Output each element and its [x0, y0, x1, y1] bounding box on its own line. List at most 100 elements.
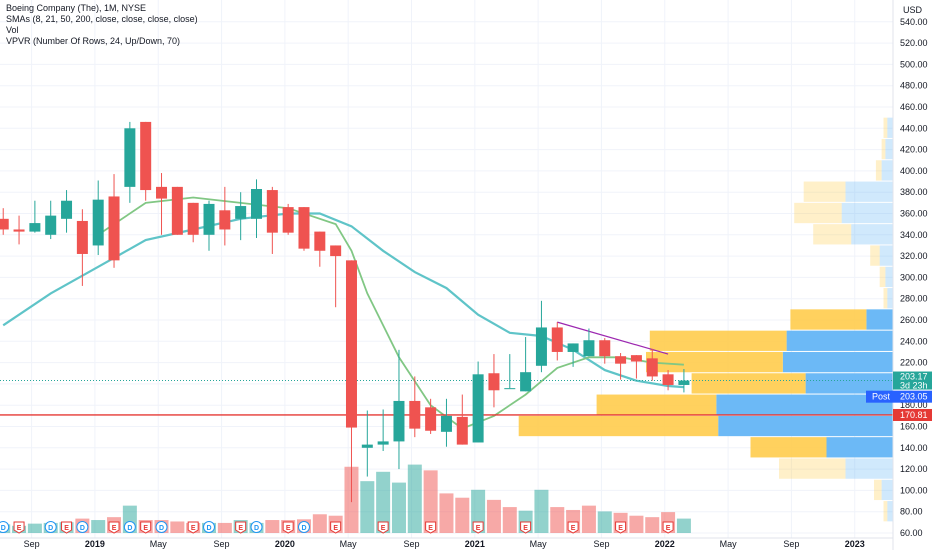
vpvr-down-bar [879, 266, 886, 288]
price-tick-label: 520.00 [900, 38, 928, 48]
dividend-marker [123, 521, 136, 533]
volume-bar [407, 464, 422, 533]
candle-body [203, 203, 215, 235]
candle-body [124, 128, 136, 187]
event-letter: D [206, 525, 211, 532]
last-price-label: 203.17 [900, 372, 928, 382]
event-letter: E [618, 525, 623, 532]
candle-body [520, 372, 532, 392]
time-tick-label: Sep [403, 539, 419, 549]
dividend-marker [44, 521, 57, 533]
volume-bar [423, 470, 438, 533]
earnings-marker [520, 521, 532, 534]
vpvr-down-bar [883, 501, 888, 522]
symbol-title[interactable]: Boeing Company (The), 1M, NYSE [6, 3, 147, 13]
time-tick-label: May [530, 539, 548, 549]
event-letter: E [286, 525, 291, 532]
earnings-marker [425, 521, 437, 534]
vpvr-up-bar [718, 415, 893, 437]
trendline [557, 321, 669, 355]
time-tick-label: 2021 [465, 539, 485, 549]
price-tick-label: 180.00 [900, 400, 928, 410]
earnings-event-icon: E [567, 521, 579, 534]
vpvr-down-bar [596, 394, 717, 415]
event-letter: D [127, 525, 132, 532]
volume-bar [265, 520, 280, 533]
event-letter: D [301, 525, 306, 532]
volume-bar [645, 517, 660, 533]
candle-body [551, 327, 563, 352]
candle-body [345, 260, 357, 428]
event-letter: E [666, 525, 671, 532]
price-axis[interactable]: 60.00 80.00 100.00 120.00 140.00 160.00 180.00… [866, 0, 932, 550]
price-tick-label: 340.00 [900, 230, 928, 240]
time-axis[interactable]: Sep 2019 May Sep 2020 May Sep 2021 May Sep 2022 May… [0, 537, 893, 549]
candle-body [330, 245, 342, 257]
volume-bar [91, 520, 106, 533]
candle-body [377, 441, 389, 445]
volume-bar [312, 514, 327, 533]
vpvr-down-bar [750, 437, 827, 458]
vpvr-down-bar [813, 224, 852, 245]
candle-body [235, 206, 247, 219]
candle-body [108, 196, 120, 261]
vpvr-down-bar [874, 479, 882, 501]
candle-body [615, 356, 627, 364]
event-letter: E [523, 525, 528, 532]
earnings-event-icon: E [187, 521, 199, 534]
event-letter: D [1, 525, 6, 532]
volume-bar [676, 518, 691, 533]
event-letter: E [143, 525, 148, 532]
event-letter: E [238, 525, 243, 532]
vpvr-down-bar [646, 351, 783, 373]
volume-bar [391, 482, 406, 533]
price-tick-label: 480.00 [900, 81, 928, 91]
sma-indicator-label[interactable]: SMAs (8, 21, 50, 200, close, close, clos… [6, 14, 198, 24]
vpvr-down-bar [779, 458, 846, 479]
vpvr-up-bar [845, 458, 893, 479]
price-tick-label: 360.00 [900, 209, 928, 219]
candle-body [140, 121, 152, 191]
event-letter: E [571, 525, 576, 532]
candle-body [29, 223, 41, 232]
time-tick-label: Sep [24, 539, 40, 549]
post-price-badge [893, 390, 932, 403]
vpvr-indicator-label[interactable]: VPVR (Number Of Rows, 24, Up/Down, 70) [6, 36, 181, 46]
dividend-marker [297, 521, 310, 533]
dividend-marker [0, 521, 10, 533]
earnings-event-icon: E [108, 521, 120, 534]
vpvr-down-bar [518, 415, 719, 437]
post-price-label: 203.05 [900, 392, 928, 402]
event-letter: E [428, 525, 433, 532]
price-tick-label: 420.00 [900, 145, 928, 155]
price-tick-label: 460.00 [900, 102, 928, 112]
vpvr-up-bar [786, 330, 893, 351]
time-tick-label: Sep [214, 539, 230, 549]
price-tick-label: 140.00 [900, 443, 928, 453]
price-tick-label: 220.00 [900, 358, 928, 368]
candle-body [678, 380, 690, 385]
candle-body [472, 374, 484, 443]
candle-body [0, 218, 9, 230]
price-tick-label: 440.00 [900, 123, 928, 133]
volume-indicator-label[interactable]: Vol [6, 25, 19, 35]
currency-label: USD [903, 5, 923, 15]
candle-body [599, 340, 611, 357]
vpvr-up-bar [845, 181, 893, 202]
price-tick-label: 540.00 [900, 17, 928, 27]
vpvr-up-bar [885, 266, 893, 288]
earnings-marker [615, 521, 627, 534]
price-tick-label: 120.00 [900, 464, 928, 474]
candle-body [504, 388, 516, 390]
event-letter: E [191, 525, 196, 532]
earnings-marker [140, 521, 152, 534]
vpvr-down-bar [794, 202, 842, 224]
event-letter: E [476, 525, 481, 532]
post-tag-badge [866, 390, 893, 403]
volume-bar [597, 511, 612, 533]
volume-bar [455, 497, 470, 533]
event-letter: D [80, 525, 85, 532]
last-price-badge [893, 371, 932, 390]
